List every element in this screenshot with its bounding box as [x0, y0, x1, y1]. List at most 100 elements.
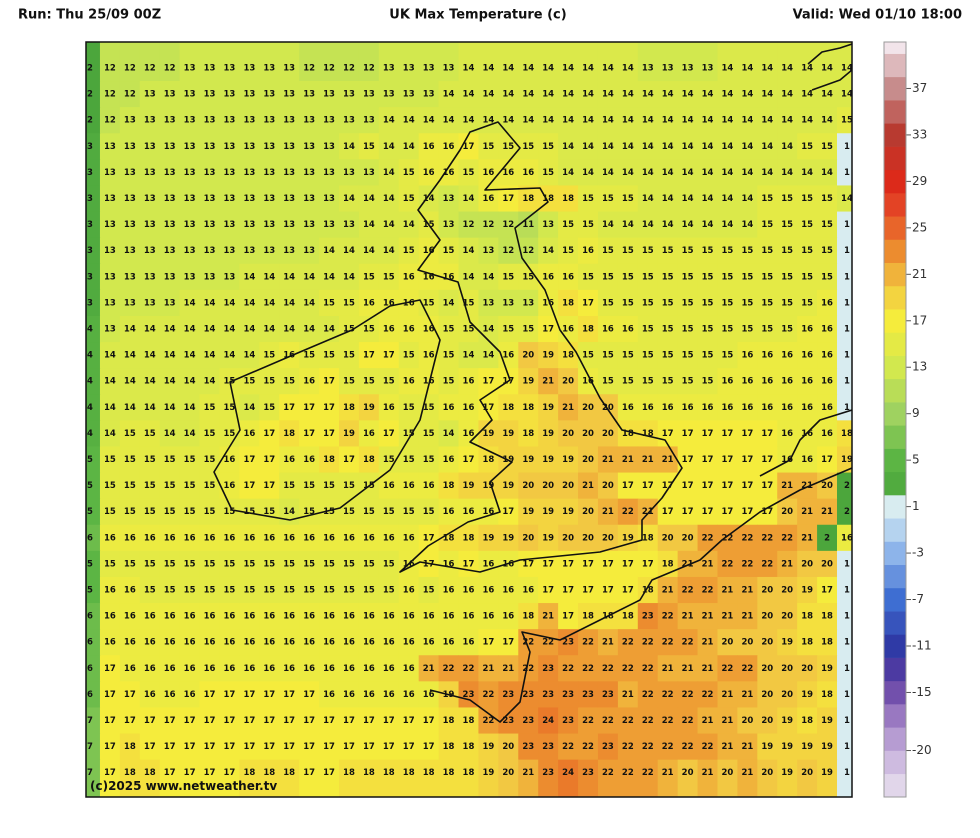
temperature-cell — [597, 472, 619, 500]
temperature-cell — [797, 655, 818, 682]
temperature-value: 22 — [682, 690, 694, 700]
temperature-cell — [458, 42, 479, 82]
temperature-cell — [139, 42, 161, 82]
temperature-value: 17 — [303, 403, 315, 413]
temperature-cell — [538, 368, 559, 395]
temperature-value: 15 — [283, 586, 295, 596]
temperature-value: 15 — [343, 377, 355, 387]
temperature-cell — [339, 472, 360, 500]
temperature-value: 15 — [682, 325, 694, 335]
temperature-value: 19 — [821, 664, 833, 674]
temperature-cell — [478, 498, 499, 526]
temperature-value: 24 — [542, 716, 554, 726]
temperature-value: 15 — [582, 272, 594, 282]
temperature-value: 14 — [263, 298, 275, 308]
temperature-value: 16 — [502, 559, 514, 569]
temperature-cell — [478, 237, 499, 265]
temperature-cell — [578, 655, 599, 682]
temperature-value: 13 — [104, 298, 116, 308]
temperature-value: 15 — [403, 351, 415, 361]
temperature-value: 14 — [781, 168, 793, 178]
temperature-cell — [299, 707, 320, 735]
temperature-value: 14 — [741, 116, 753, 126]
temperature-cell — [757, 133, 778, 160]
temperature-cell — [139, 133, 161, 160]
temperature-value: 14 — [662, 220, 674, 230]
temperature-cell — [737, 211, 758, 239]
temperature-cell — [86, 42, 101, 82]
temperature-cell — [657, 133, 679, 160]
temperature-value: 13 — [443, 194, 455, 204]
temperature-cell — [259, 211, 280, 239]
temperature-value: 14 — [602, 220, 614, 230]
temperature-cell — [199, 342, 220, 369]
temperature-cell — [179, 681, 201, 708]
temperature-value: 17 — [263, 690, 275, 700]
temperature-value: 17 — [502, 638, 514, 648]
temperature-value: 16 — [104, 638, 116, 648]
temperature-value: 23 — [542, 690, 554, 700]
temperature-cell — [817, 159, 838, 186]
temperature-cell — [179, 368, 201, 395]
temperature-value: 15 — [722, 298, 734, 308]
temperature-value: 16 — [682, 403, 694, 413]
temperature-cell — [99, 603, 121, 630]
temperature-value: 13 — [283, 194, 295, 204]
temperature-cell — [617, 603, 639, 630]
temperature-cell — [737, 759, 758, 797]
temperature-value: 19 — [542, 533, 554, 543]
temperature-value: 22 — [682, 586, 694, 596]
temperature-value: 13 — [144, 246, 156, 256]
temperature-cell — [757, 655, 778, 682]
temperature-value: 13 — [224, 194, 236, 204]
temperature-cell — [86, 81, 101, 108]
temperature-value: 14 — [622, 90, 634, 100]
temperature-value: 14 — [841, 90, 853, 100]
temperature-cell — [597, 524, 619, 552]
temperature-value: 17 — [502, 194, 514, 204]
temperature-value: 23 — [582, 690, 594, 700]
temperature-cell — [279, 446, 300, 474]
temperature-cell — [339, 159, 360, 186]
temperature-value: 23 — [502, 690, 514, 700]
temperature-value: 15 — [702, 325, 714, 335]
temperature-cell — [259, 707, 280, 735]
temperature-cell — [339, 342, 360, 369]
temperature-cell — [637, 472, 659, 500]
temperature-value: 16 — [463, 612, 475, 622]
temperature-cell — [418, 107, 440, 134]
temperature-cell — [398, 394, 420, 421]
temperature-cell — [259, 420, 280, 447]
temperature-cell — [558, 315, 579, 343]
temperature-cell — [418, 498, 440, 526]
temperature-cell — [558, 498, 579, 526]
temperature-value: 17 — [722, 429, 734, 439]
temperature-value: 1 — [844, 768, 850, 778]
temperature-value: 21 — [602, 507, 614, 517]
temperature-value: 19 — [821, 742, 833, 752]
temperature-cell — [558, 524, 579, 552]
temperature-value: 14 — [323, 272, 335, 282]
temperature-cell — [86, 629, 101, 656]
run-label: Run: Thu 25/09 00Z — [18, 8, 161, 23]
temperature-cell — [438, 263, 460, 291]
temperature-value: 15 — [283, 481, 295, 491]
temperature-value: 16 — [243, 664, 255, 674]
temperature-cell — [299, 211, 320, 239]
temperature-value: 16 — [323, 533, 335, 543]
temperature-cell — [358, 733, 380, 761]
temperature-value: 15 — [403, 507, 415, 517]
temperature-cell — [697, 655, 718, 682]
temperature-cell — [817, 603, 838, 630]
temperature-cell — [378, 733, 400, 761]
temperature-value: 14 — [702, 116, 714, 126]
temperature-value: 14 — [184, 351, 196, 361]
temperature-value: 16 — [423, 612, 435, 622]
temperature-value: 7 — [87, 768, 93, 778]
temperature-cell — [199, 655, 220, 682]
temperature-cell — [717, 211, 738, 239]
temperature-cell — [757, 315, 778, 343]
temperature-cell — [518, 159, 539, 186]
temperature-cell — [617, 733, 639, 761]
temperature-value: 17 — [303, 716, 315, 726]
